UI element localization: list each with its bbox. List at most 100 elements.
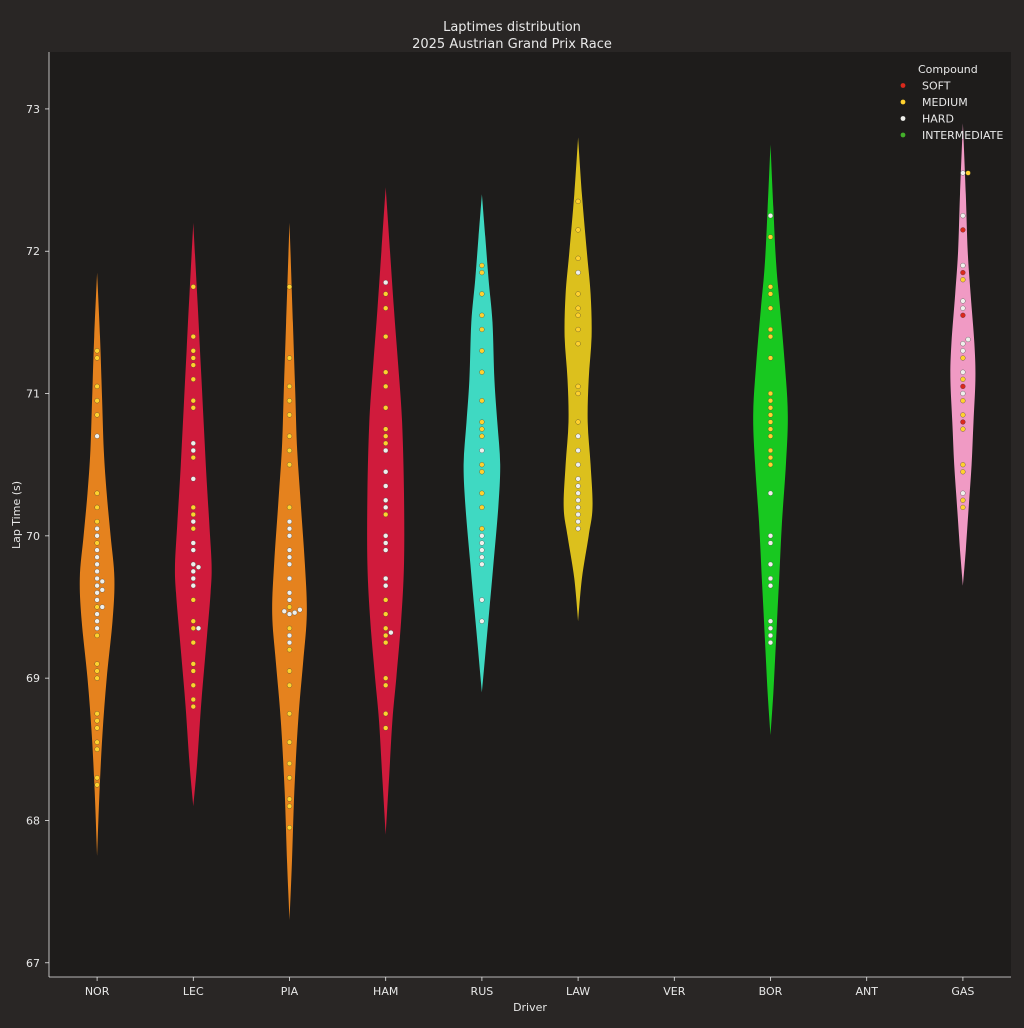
y-tick-label: 70 <box>26 530 40 543</box>
lap-point-hard <box>767 533 774 539</box>
lap-point-hard <box>286 526 293 532</box>
lap-point-medium <box>94 739 100 745</box>
lap-point-medium <box>94 348 100 354</box>
lap-point-medium <box>383 611 389 617</box>
lap-point-hard <box>383 447 389 454</box>
lap-point-medium <box>286 739 293 745</box>
lap-point-hard <box>195 564 202 570</box>
lap-point-medium <box>94 355 100 361</box>
lap-point-medium <box>479 419 485 425</box>
lap-point-hard <box>575 270 581 276</box>
violin-pia <box>272 222 307 921</box>
lap-point-soft <box>960 227 966 233</box>
lap-point-medium <box>479 469 485 475</box>
lap-point-medium <box>383 640 389 646</box>
lap-point-medium <box>286 504 293 510</box>
violin-gas <box>950 123 976 586</box>
lap-point-hard <box>94 554 100 560</box>
lap-point-hard <box>286 519 293 525</box>
lap-point-hard <box>388 630 394 636</box>
lap-point-hard <box>286 640 293 646</box>
lap-point-soft <box>960 419 966 425</box>
lap-point-medium <box>479 526 485 532</box>
lap-point-hard <box>479 547 485 553</box>
lap-point-hard <box>479 618 485 624</box>
lap-point-medium <box>767 305 774 311</box>
x-tick-label-ham: HAM <box>373 985 398 998</box>
lap-point-hard <box>575 511 581 518</box>
lap-point-medium <box>94 782 100 788</box>
lap-point-hard <box>960 390 966 397</box>
lap-point-hard <box>190 447 196 454</box>
lap-point-medium <box>94 604 100 610</box>
lap-point-hard <box>190 476 196 482</box>
lap-point-medium <box>190 625 196 631</box>
lap-point-medium <box>479 433 485 439</box>
lap-point-hard <box>383 279 389 286</box>
lap-point-medium <box>94 661 100 667</box>
lap-point-medium <box>575 255 581 261</box>
lap-point-hard <box>960 262 966 269</box>
lap-point-medium <box>94 398 100 404</box>
lap-point-medium <box>383 511 389 518</box>
x-tick-label-law: LAW <box>566 985 590 998</box>
violin-law <box>563 137 593 622</box>
x-axis: NOR LEC PIA HAM RUS LAW VER BOR ANT GAS <box>49 976 1011 998</box>
lap-point-medium <box>479 398 485 404</box>
legend-marker-intermediate <box>900 132 906 138</box>
lap-point-hard <box>575 519 581 525</box>
lap-point-hard <box>767 618 774 624</box>
lap-point-hard <box>94 547 100 553</box>
lap-point-hard <box>960 490 966 496</box>
lap-point-medium <box>479 270 485 276</box>
lap-point-hard <box>960 341 966 347</box>
lap-point-medium <box>383 305 389 311</box>
lap-point-medium <box>383 383 389 389</box>
lap-point-hard <box>190 547 196 553</box>
lap-point-hard <box>767 213 774 219</box>
lap-point-medium <box>190 704 196 710</box>
lap-point-hard <box>383 469 389 475</box>
lap-point-medium <box>286 462 293 468</box>
legend: Compound SOFT MEDIUM HARD INTERMEDIATE <box>900 63 1003 142</box>
lap-point-medium <box>479 262 485 269</box>
lap-point-medium <box>767 419 774 425</box>
lap-point-medium <box>286 383 293 389</box>
lap-point-hard <box>383 497 389 503</box>
lap-point-hard <box>767 583 774 589</box>
lap-point-medium <box>286 668 293 674</box>
lap-point-medium <box>286 625 293 631</box>
lap-point-hard <box>281 608 287 614</box>
lap-point-medium <box>960 412 966 418</box>
x-tick-label-ant: ANT <box>855 985 878 998</box>
lap-point-medium <box>575 326 581 333</box>
lap-point-medium <box>479 291 485 297</box>
lap-point-hard <box>190 561 196 567</box>
lap-point-medium <box>965 170 971 176</box>
x-axis-label: Driver <box>513 1001 547 1014</box>
lap-point-medium <box>190 405 196 411</box>
lap-point-medium <box>383 725 389 731</box>
lap-point-hard <box>960 298 966 304</box>
lap-point-medium <box>383 597 389 603</box>
lap-point-medium <box>286 433 293 439</box>
legend-label-hard: HARD <box>922 113 954 126</box>
lap-point-medium <box>190 640 196 646</box>
y-tick-label: 73 <box>26 103 40 116</box>
lap-point-hard <box>960 369 966 375</box>
lap-point-hard <box>94 575 100 582</box>
lap-point-hard <box>383 533 389 539</box>
lap-point-medium <box>94 540 100 546</box>
lap-point-medium <box>575 291 581 297</box>
lap-point-hard <box>575 483 581 489</box>
lap-point-hard <box>94 618 100 624</box>
lap-point-medium <box>383 334 389 340</box>
lap-point-hard <box>479 561 485 567</box>
lap-point-medium <box>286 682 293 688</box>
y-tick-label: 67 <box>26 957 40 970</box>
lap-point-medium <box>767 405 774 411</box>
lap-point-hard <box>383 540 389 546</box>
lap-point-hard <box>195 625 202 631</box>
lap-point-medium <box>94 718 100 724</box>
lap-point-hard <box>190 440 196 446</box>
